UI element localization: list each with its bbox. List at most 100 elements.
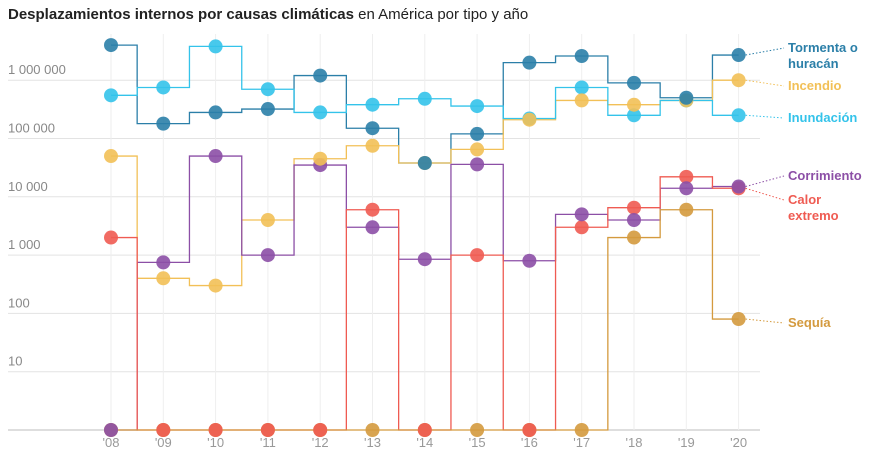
data-point <box>260 82 275 97</box>
data-point <box>104 38 118 53</box>
data-point <box>574 49 589 64</box>
series-label: Corrimiento <box>788 168 862 183</box>
x-tick-label: '13 <box>364 435 381 450</box>
data-point <box>470 126 485 141</box>
x-tick-label: '15 <box>469 435 486 450</box>
data-point <box>208 105 223 120</box>
data-point <box>627 230 641 245</box>
data-point <box>679 169 694 184</box>
x-tick-label: '14 <box>416 435 433 450</box>
data-point <box>574 207 589 222</box>
x-tick-label: '11 <box>260 435 276 450</box>
data-point <box>156 255 171 270</box>
series-labels: Tormenta o huracán Incendio Inundación Corri… <box>745 40 862 330</box>
grid-lines <box>8 34 760 431</box>
data-point <box>522 253 537 268</box>
data-point <box>574 423 589 437</box>
data-point <box>627 97 641 112</box>
data-point <box>313 423 328 437</box>
series-label: Calor extremo <box>788 192 839 223</box>
label-leader-line <box>745 47 785 56</box>
data-point <box>156 423 171 437</box>
data-point <box>627 75 641 90</box>
data-point <box>470 248 485 263</box>
label-leader-line <box>745 79 785 87</box>
x-tick-label: '09 <box>155 435 172 450</box>
y-tick-label: 10 000 <box>8 179 48 194</box>
series-label: Sequía <box>788 315 831 330</box>
data-point <box>522 55 537 70</box>
label-leader-line <box>745 318 785 324</box>
data-point <box>470 142 485 157</box>
data-point <box>470 423 485 437</box>
x-tick-label: '10 <box>207 435 224 450</box>
chart-title-rest: en América por tipo y año <box>353 6 529 23</box>
series-line <box>111 209 739 431</box>
data-point <box>365 220 380 235</box>
data-point <box>365 138 380 153</box>
y-tick-label: 1 000 <box>8 237 41 252</box>
data-point <box>104 230 118 245</box>
label-leader-line <box>745 175 785 188</box>
y-axis: 10 100 1 000 10 000 100 000 1 000 000 <box>8 62 66 369</box>
data-point <box>679 202 694 217</box>
data-point <box>731 48 746 63</box>
series-label: Tormenta o huracán <box>788 40 858 71</box>
x-tick-label: '08 <box>103 435 120 450</box>
data-point <box>417 423 432 437</box>
data-point <box>208 149 223 164</box>
data-point <box>208 39 223 54</box>
data-point <box>731 108 746 123</box>
data-point <box>522 112 537 127</box>
x-tick-label: '17 <box>573 435 590 450</box>
data-point <box>731 73 746 88</box>
data-point <box>574 80 589 95</box>
data-point <box>365 202 380 217</box>
data-point <box>627 212 641 227</box>
x-tick-label: '19 <box>678 435 695 450</box>
data-point <box>104 423 118 437</box>
data-point <box>365 423 380 437</box>
data-point <box>104 149 118 164</box>
chart-title-bold: Desplazamientos internos por causas clim… <box>8 6 354 23</box>
data-point <box>574 220 589 235</box>
data-point <box>470 99 485 114</box>
label-leader-line <box>745 187 785 201</box>
data-point <box>156 271 171 286</box>
data-point <box>365 121 380 136</box>
chart-title: Desplazamientos internos por causas clim… <box>8 6 528 23</box>
series-label: Incendio <box>788 78 842 93</box>
data-point <box>470 157 485 172</box>
data-point <box>731 179 746 194</box>
data-point <box>627 108 641 123</box>
data-point <box>260 212 275 227</box>
data-point <box>208 278 223 293</box>
data-point <box>260 248 275 263</box>
data-point <box>731 312 746 327</box>
data-point <box>417 155 432 170</box>
data-point <box>156 116 171 131</box>
data-point <box>156 80 171 95</box>
y-tick-label: 100 <box>8 295 30 310</box>
data-point <box>260 423 275 437</box>
data-point <box>574 93 589 108</box>
data-point <box>208 423 223 437</box>
data-point <box>627 200 641 215</box>
x-tick-label: '20 <box>730 435 747 450</box>
series-label: Inundación <box>788 110 857 125</box>
data-point <box>313 151 328 166</box>
x-tick-label: '12 <box>312 435 329 450</box>
data-point <box>313 105 328 120</box>
data-point <box>104 88 118 103</box>
data-point <box>313 68 328 83</box>
data-point <box>260 102 275 117</box>
y-tick-label: 100 000 <box>8 121 55 136</box>
series-points <box>104 38 746 437</box>
label-leader-line <box>745 114 785 119</box>
data-point <box>417 252 432 267</box>
y-tick-label: 10 <box>8 354 22 369</box>
data-point <box>679 181 694 196</box>
x-axis: '08 '09 '10 '11 '12 '13 '14 '15 '16 '17 '18 '19 '20 <box>103 435 748 450</box>
data-point <box>522 423 537 437</box>
